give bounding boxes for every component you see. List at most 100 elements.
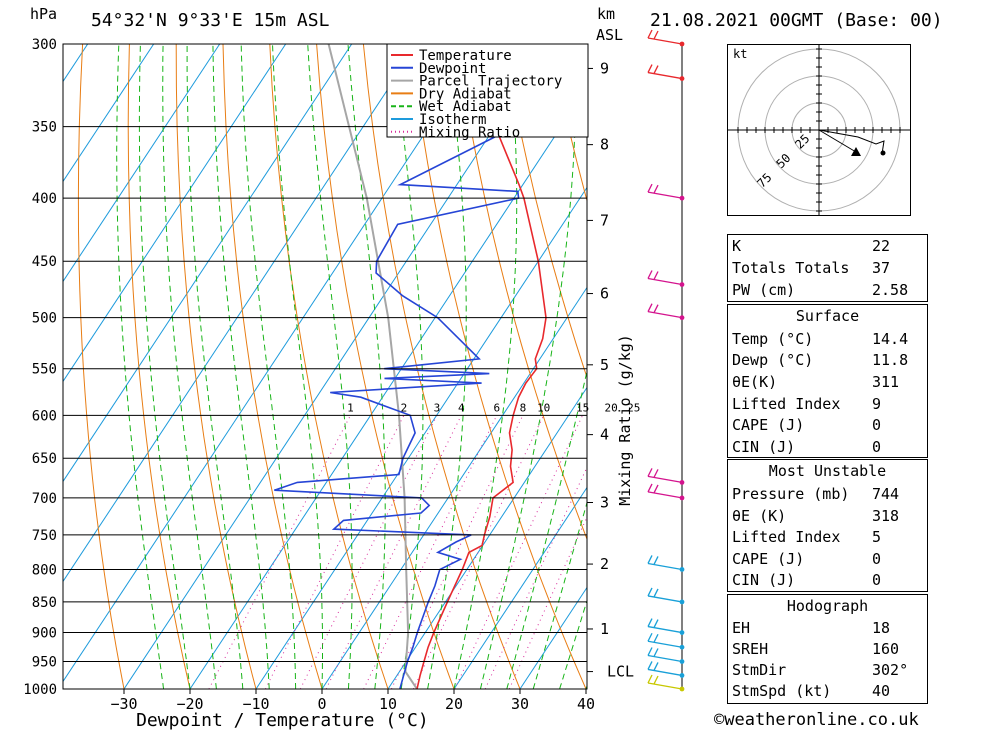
isotherm-line	[123, 44, 551, 689]
pressure-tick-label: 750	[32, 528, 57, 544]
x-tick-label: −30	[110, 695, 137, 713]
legend-entry: Dry Adiabat	[419, 86, 512, 102]
mixing-ratio-line	[299, 415, 438, 689]
km-tick-label: 1	[600, 620, 609, 638]
x-tick-label: 10	[379, 695, 397, 713]
isotherm-line	[387, 386, 587, 689]
isotherm-line	[0, 44, 22, 689]
pressure-tick-label: 700	[32, 491, 57, 507]
surface-row: Temp (°C) 14.4	[732, 330, 909, 348]
wet-adiabat	[116, 44, 165, 689]
indices-table: K 22 Totals Totals 37 PW (cm) 2.58	[727, 234, 928, 302]
mixing-ratio-label: 6	[493, 401, 500, 414]
km-tick-label: 7	[600, 211, 609, 229]
pressure-tick-label: 800	[32, 562, 57, 578]
most-unstable-row: Pressure (mb) 744	[732, 485, 900, 503]
wet-adiabat	[138, 44, 191, 689]
mixing-ratio-label: 4	[458, 401, 465, 414]
surface-title: Surface	[795, 307, 860, 325]
mixing-ratio-line	[508, 515, 587, 689]
storm-motion-marker	[851, 147, 861, 156]
index-row-totals: Totals Totals 37	[732, 259, 891, 277]
wet-adiabat	[162, 44, 217, 689]
hodograph-row: SREH 160	[732, 640, 900, 658]
pressure-tick-label: 400	[32, 191, 57, 207]
km-tick-label: LCL	[607, 663, 634, 681]
wind-barb	[647, 618, 685, 635]
dry-adiabat	[127, 44, 191, 689]
mixing-ratio-label: 15	[576, 401, 589, 414]
wind-barb	[647, 270, 685, 287]
mixing-ratio-line	[208, 415, 351, 689]
wind-barb	[647, 483, 685, 501]
x-tick-label: 20	[445, 695, 463, 713]
pressure-tick-label: 500	[32, 311, 57, 327]
most-unstable-row: θE (K) 318	[732, 507, 900, 525]
wind-barb	[647, 64, 685, 81]
datetime-title: 21.08.2021 00GMT (Base: 00)	[650, 10, 943, 31]
pressure-tick-label: 650	[32, 451, 57, 467]
isotherm-line	[63, 44, 155, 183]
km-tick-label: 8	[600, 136, 609, 154]
pressure-tick-label: 350	[32, 120, 57, 136]
legend-entry: Isotherm	[419, 112, 486, 128]
wind-barb	[647, 29, 685, 47]
pressure-tick-label: 450	[32, 254, 57, 270]
wind-barb	[647, 468, 685, 485]
wind-barb	[647, 587, 685, 605]
hodograph-trace	[818, 129, 885, 155]
surface-table: Surface Temp (°C) 14.4 Dewp (°C) 11.8 θE(K…	[727, 304, 928, 458]
mixing-ratio-axis-label: Mixing Ratio (g/kg)	[616, 334, 634, 506]
mixing-ratio-line	[363, 415, 498, 689]
pressure-tick-label: 900	[32, 626, 57, 642]
hodograph-row: EH 18	[732, 619, 891, 637]
most-unstable-row: CIN (J) 0	[732, 571, 882, 589]
credit-link[interactable]: ©weatheronline.co.uk	[714, 710, 919, 730]
mixing-ratio-label: 1	[347, 401, 354, 414]
legend-entry: Wet Adiabat	[419, 99, 512, 115]
most-unstable-row: Lifted Index 5	[732, 528, 882, 546]
x-tick-label: −10	[242, 695, 269, 713]
hodograph-ring-label: 50	[773, 151, 793, 171]
index-row-k: K 22	[732, 237, 891, 255]
wind-barb	[647, 674, 685, 692]
mixing-ratio-label: 2	[401, 401, 408, 414]
x-tick-label: −20	[176, 695, 203, 713]
hodograph-table: Hodograph EH 18 SREH 160 StmDir 302° StmSpd…	[727, 594, 928, 704]
mixing-ratio-line	[454, 415, 584, 689]
x-tick-label: 30	[511, 695, 529, 713]
pressure-tick-label: 550	[32, 362, 57, 378]
legend-entry: Parcel Trajectory	[419, 74, 562, 90]
mixing-ratio-label: 3	[434, 401, 441, 414]
plot-frame	[62, 43, 588, 690]
y-axis-label: hPa	[30, 5, 57, 23]
most-unstable-table: Most Unstable Pressure (mb) 744 θE (K) 318…	[727, 459, 928, 592]
surface-row: CAPE (J) 0	[732, 416, 882, 434]
wind-barb	[647, 661, 685, 678]
storm-motion-vector	[818, 129, 857, 153]
hodograph-ring-label: 25	[792, 131, 812, 151]
km-tick-label: 9	[600, 59, 609, 77]
mixing-ratio-label: 10	[537, 401, 550, 414]
km-tick-label: 6	[600, 285, 609, 303]
wind-barb	[647, 183, 685, 201]
surface-row: θE(K) 311	[732, 373, 900, 391]
wind-barb	[647, 555, 685, 572]
pressure-tick-label: 1000	[23, 682, 57, 698]
hodograph-table-title: Hodograph	[786, 597, 869, 615]
isotherm-line	[255, 186, 587, 689]
mixing-ratio-label: 20	[605, 401, 618, 414]
mixing-ratio-label: 25	[627, 401, 640, 414]
x-tick-label: 0	[317, 695, 326, 713]
wet-adiabat	[307, 44, 353, 689]
hodograph-row: StmSpd (kt) 40	[732, 682, 891, 700]
most-unstable-title: Most Unstable	[768, 462, 887, 480]
most-unstable-row: CAPE (J) 0	[732, 550, 882, 568]
km-tick-label: 2	[600, 555, 609, 573]
surface-row: Dewp (°C) 11.8	[732, 351, 909, 369]
hodograph-panel: kt 25 50 75	[727, 44, 911, 216]
dewpoint-line	[274, 90, 587, 689]
surface-row: CIN (J) 0	[732, 438, 882, 456]
mixing-ratio-line	[390, 415, 524, 689]
